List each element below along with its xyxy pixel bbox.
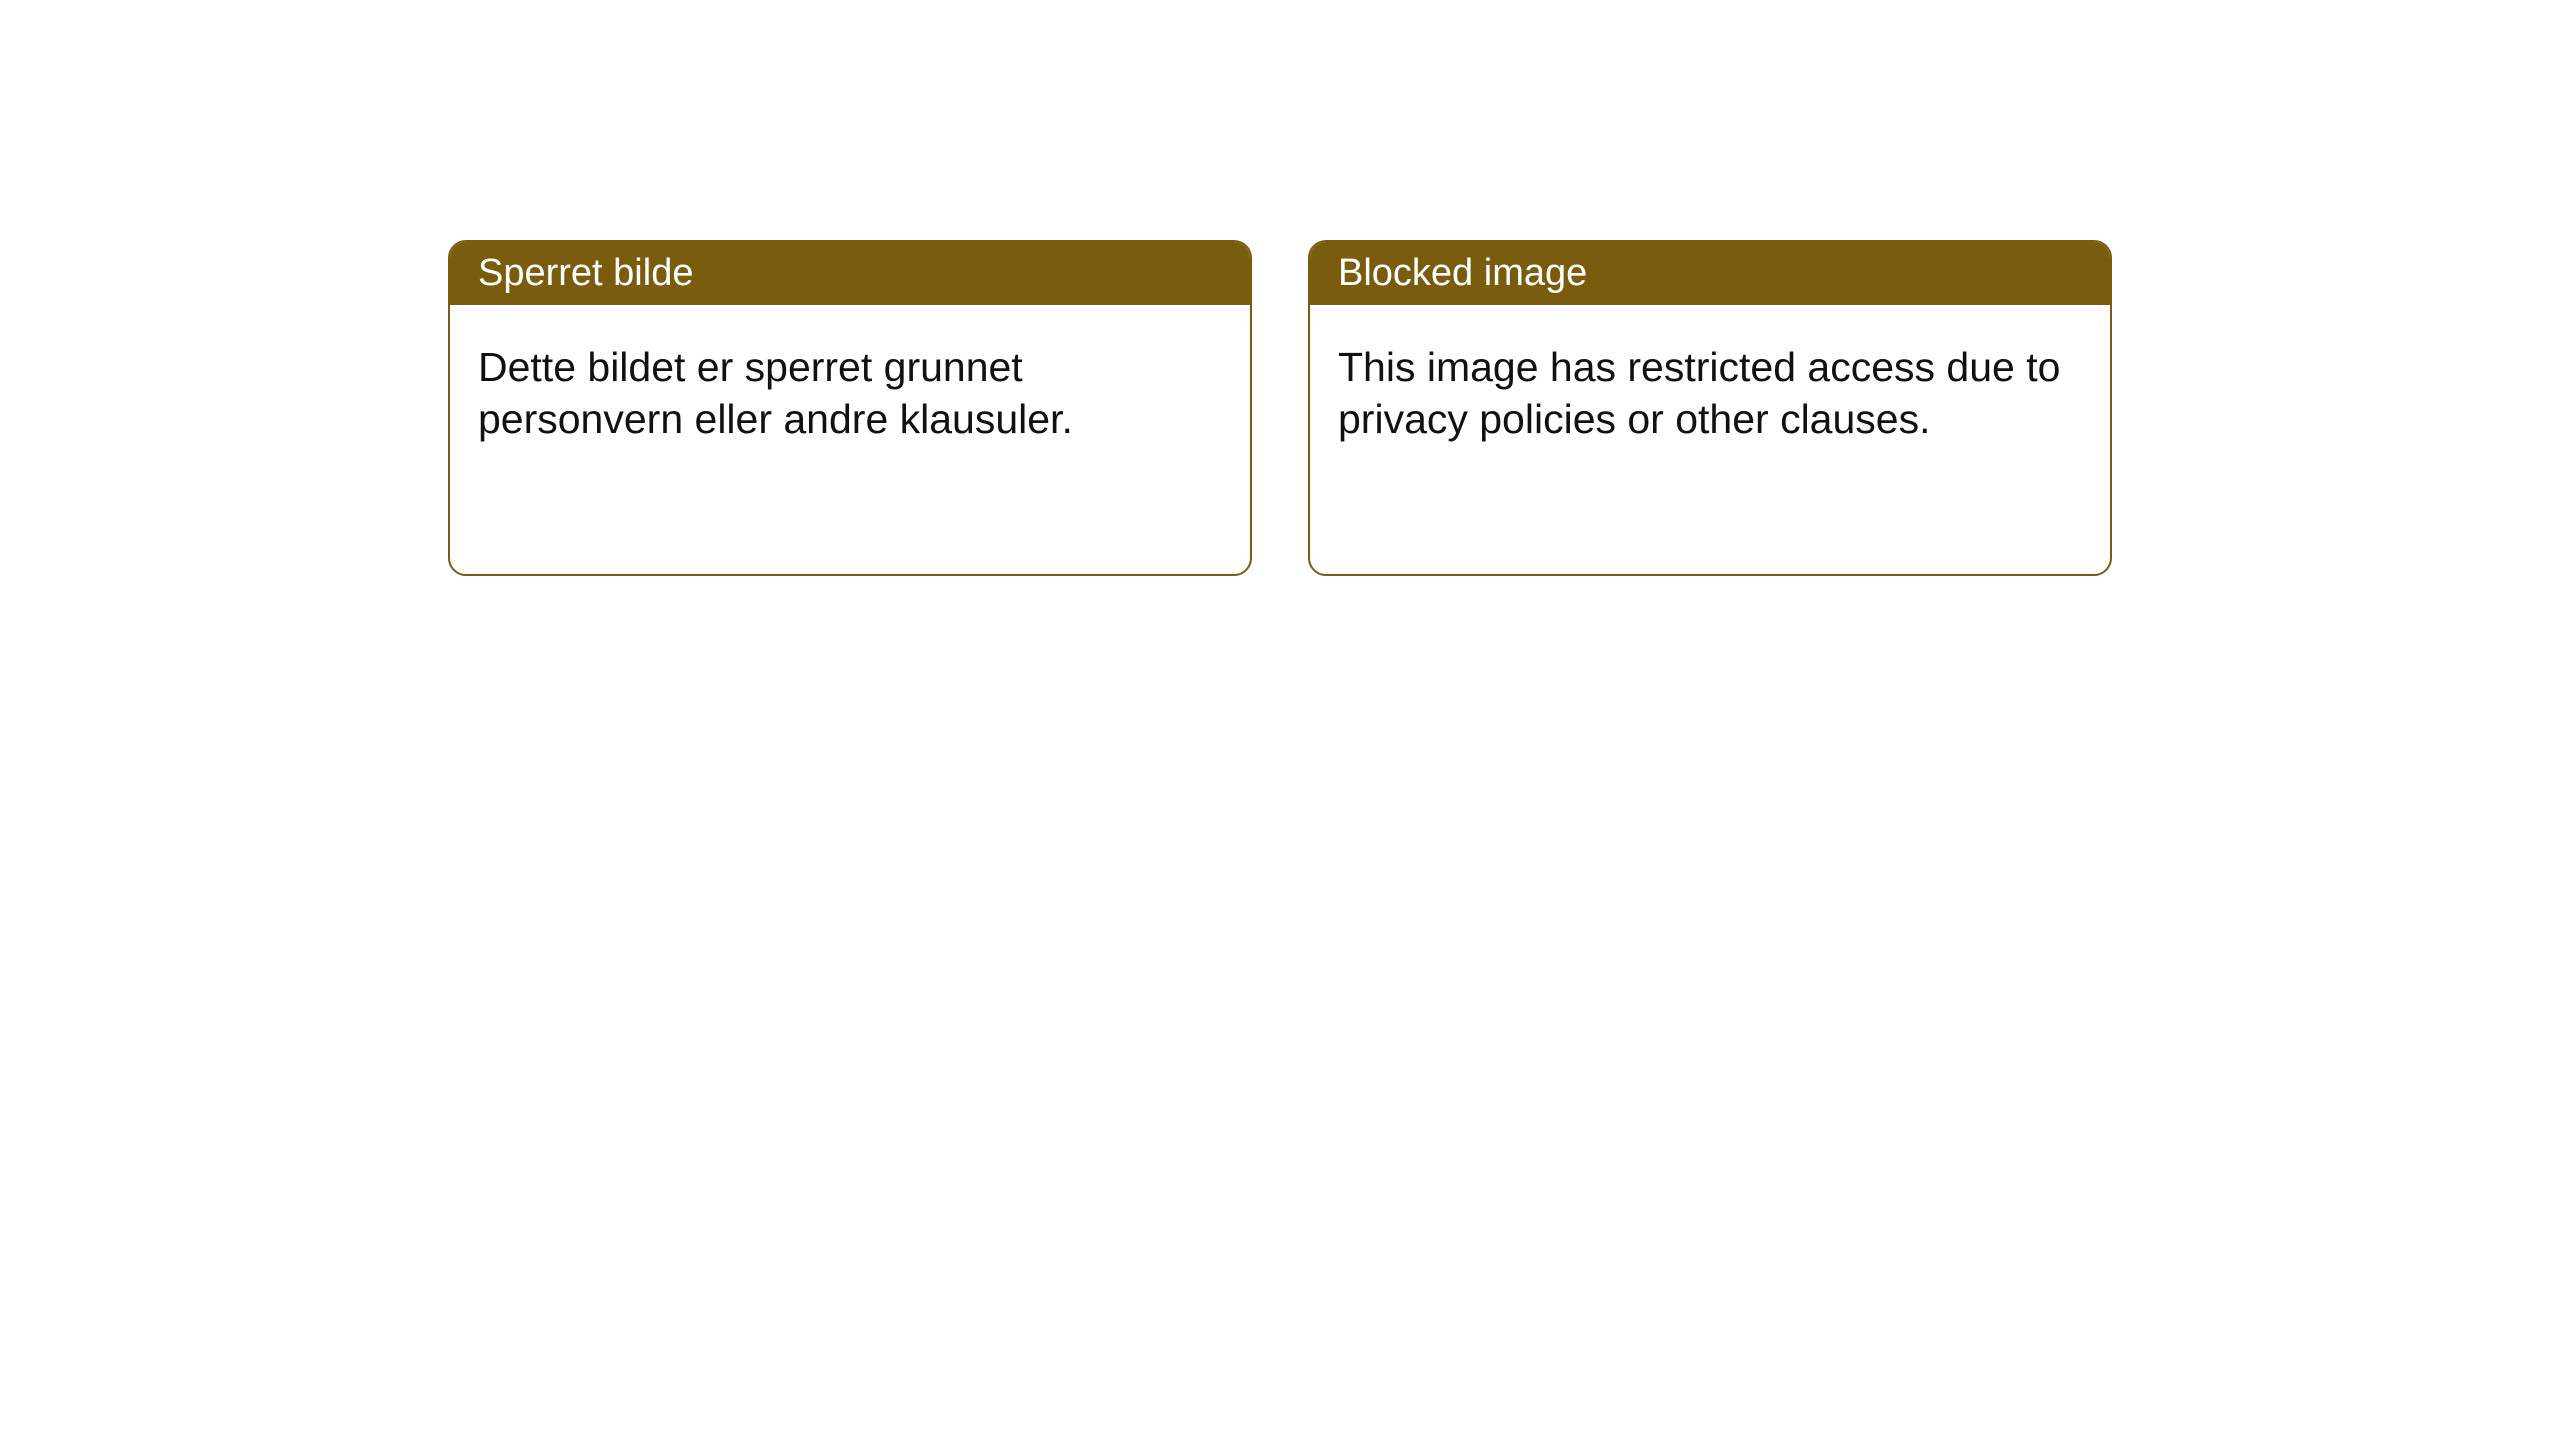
card-body: This image has restricted access due to … xyxy=(1310,305,2110,482)
card-body-text: Dette bildet er sperret grunnet personve… xyxy=(478,344,1073,442)
notice-card-english: Blocked image This image has restricted … xyxy=(1308,240,2112,576)
card-title: Sperret bilde xyxy=(478,252,693,294)
card-header: Sperret bilde xyxy=(450,242,1250,305)
card-body-text: This image has restricted access due to … xyxy=(1338,344,2060,442)
notice-card-norwegian: Sperret bilde Dette bildet er sperret gr… xyxy=(448,240,1252,576)
card-header: Blocked image xyxy=(1310,242,2110,305)
card-body: Dette bildet er sperret grunnet personve… xyxy=(450,305,1250,482)
notice-cards-container: Sperret bilde Dette bildet er sperret gr… xyxy=(448,240,2112,576)
card-title: Blocked image xyxy=(1338,252,1587,294)
